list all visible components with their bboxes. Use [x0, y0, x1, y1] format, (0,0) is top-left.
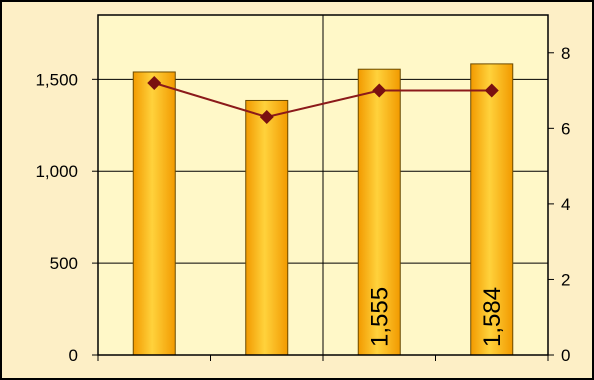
right-tick-label-0: 0	[561, 346, 570, 365]
left-tick-label-0: 0	[69, 346, 78, 365]
line-point-1	[259, 110, 274, 124]
line-point-3	[484, 83, 499, 98]
line-point-2	[372, 83, 387, 98]
bar-series	[132, 63, 514, 356]
right-tick-label-4: 8	[561, 44, 570, 63]
left-tick-label-1: 500	[50, 254, 78, 273]
data-labels: 1,555 1,584	[366, 287, 506, 347]
right-tick-label-2: 4	[561, 195, 570, 214]
left-tick-label-3: 1,500	[35, 70, 78, 89]
bar-2	[357, 68, 401, 356]
right-axis-ticks: 0 2 4 6 8	[548, 44, 570, 365]
line-series	[147, 76, 499, 124]
line-point-0	[147, 76, 162, 90]
left-axis-ticks: 0 500 1,000 1,500	[35, 70, 549, 365]
data-label-2: 1,555	[366, 287, 393, 347]
data-label-3: 1,584	[479, 287, 506, 347]
right-tick-label-3: 6	[561, 119, 570, 138]
line-path	[153, 82, 492, 119]
bar-1	[245, 99, 289, 356]
bar-3	[470, 63, 514, 356]
left-tick-label-2: 1,000	[35, 162, 78, 181]
right-tick-label-1: 2	[561, 270, 570, 289]
bar-0	[132, 71, 176, 356]
